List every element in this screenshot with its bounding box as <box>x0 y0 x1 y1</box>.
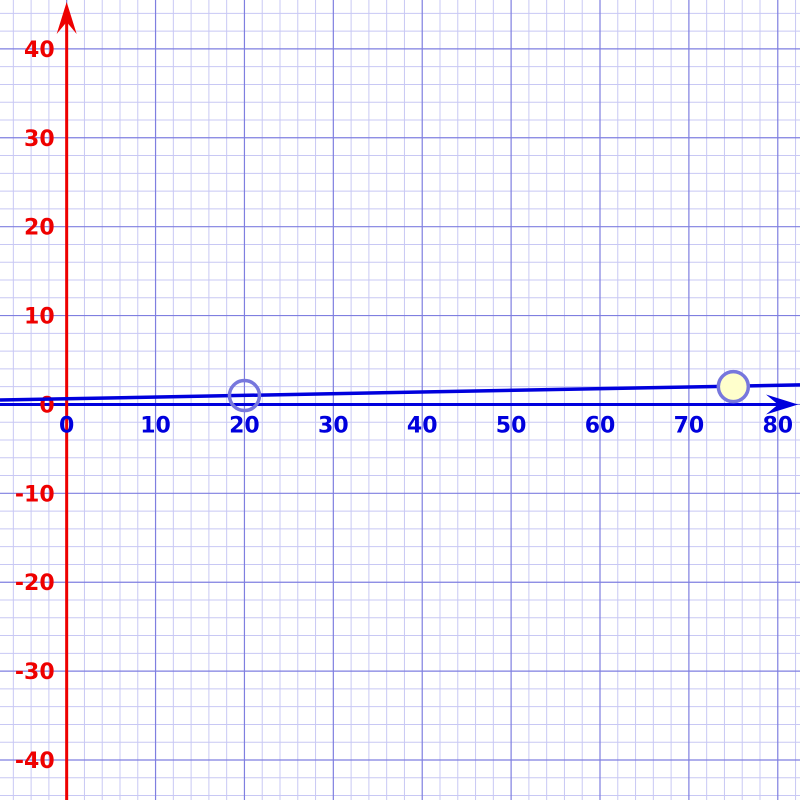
y-tick-label: 30 <box>24 127 55 152</box>
x-tick-label: 30 <box>318 413 349 438</box>
x-tick-label: 50 <box>496 413 527 438</box>
x-tick-label: 0 <box>59 413 74 438</box>
data-series <box>0 369 800 413</box>
y-tick-label: 20 <box>24 216 55 241</box>
y-tick-label: 0 <box>39 393 54 418</box>
series-line <box>0 383 800 402</box>
y-tick-label: -30 <box>15 660 55 685</box>
y-tick-label: 40 <box>24 38 55 63</box>
y-tick-label: 10 <box>24 305 55 330</box>
y-axis-arrow <box>56 2 77 34</box>
x-tick-label: 70 <box>674 413 705 438</box>
tick-labels: 0 10 20 30 40 50 60 70 80 40 30 20 10 0 -10 -20 -30 -40 <box>15 38 793 774</box>
y-tick-label: -10 <box>15 482 55 507</box>
x-tick-label: 80 <box>762 413 793 438</box>
x-axis-arrow <box>766 394 798 415</box>
x-tick-label: 40 <box>407 413 438 438</box>
x-tick-label: 10 <box>140 413 171 438</box>
x-tick-label: 20 <box>229 413 260 438</box>
y-tick-label: -40 <box>15 749 55 774</box>
data-point <box>716 369 751 404</box>
x-tick-label: 60 <box>585 413 616 438</box>
data-point <box>227 378 262 413</box>
y-tick-label: -20 <box>15 571 55 596</box>
